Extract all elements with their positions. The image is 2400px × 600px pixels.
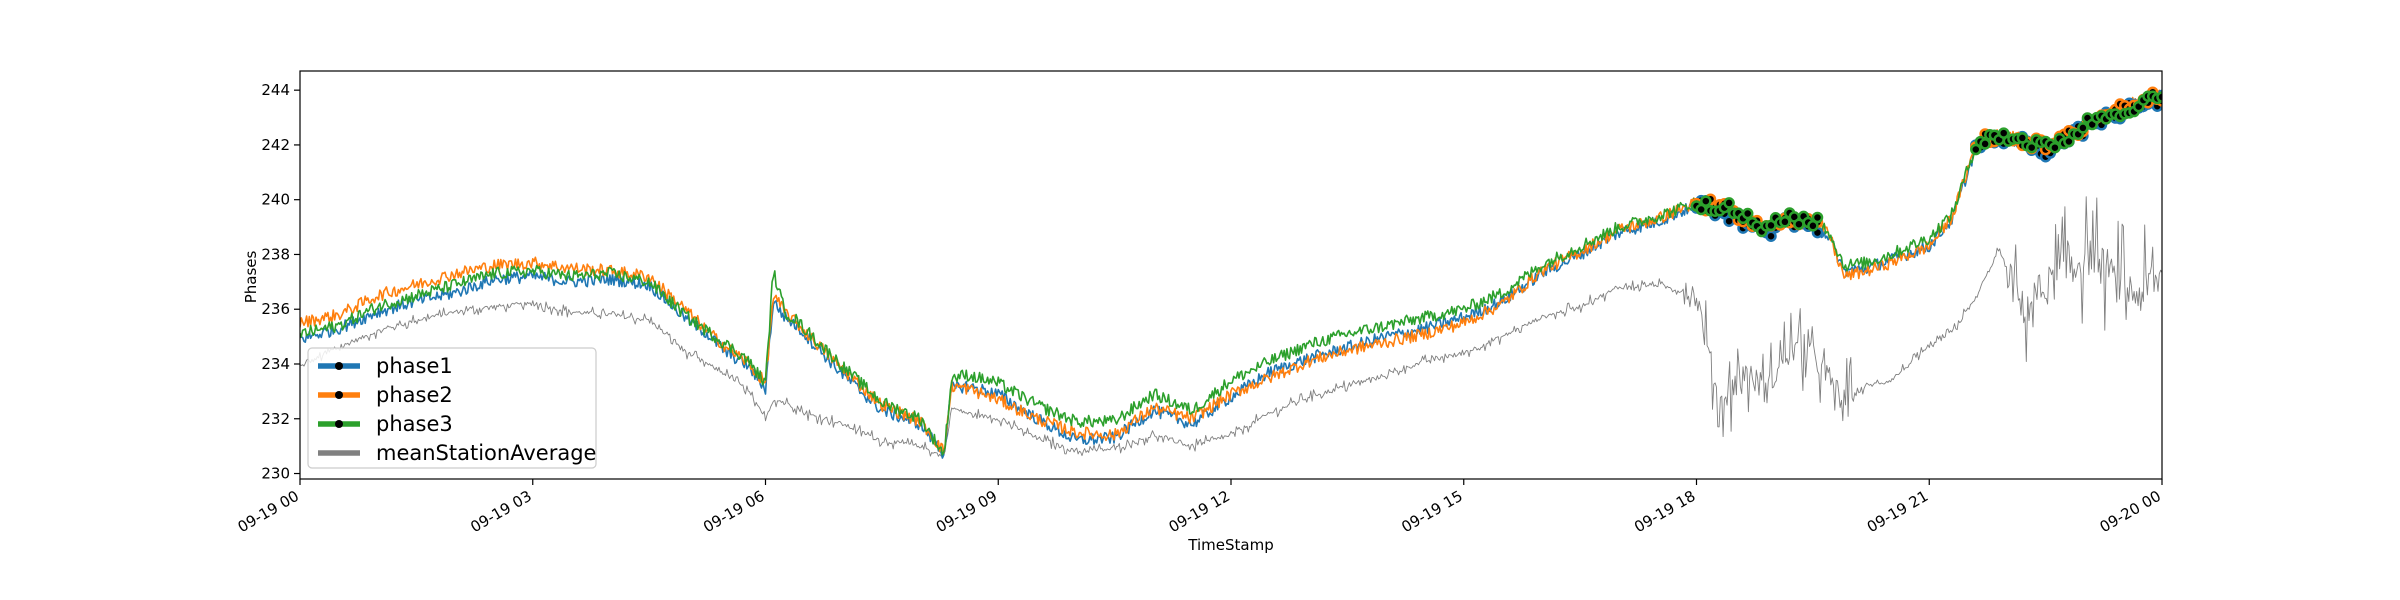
y-axis-label: Phases xyxy=(242,251,260,304)
y-axis: 230 232 234 236 238 240 242 244 xyxy=(261,81,300,483)
legend-label-meanStationAverage: meanStationAverage xyxy=(376,441,596,465)
anomaly-marker-layer xyxy=(1690,86,2162,242)
y-tick-label: 230 xyxy=(261,465,290,483)
legend-label-phase3: phase3 xyxy=(376,412,453,436)
anomaly-point-phase3 xyxy=(1811,211,1824,224)
x-tick-label: 09-20 00 xyxy=(2097,487,2164,536)
y-tick-label: 234 xyxy=(261,355,290,373)
anomaly-point-phase3 xyxy=(2049,141,2061,154)
legend-label-phase1: phase1 xyxy=(376,354,453,378)
x-tick-label: 09-19 21 xyxy=(1864,487,1931,536)
x-tick-label: 09-19 12 xyxy=(1166,487,1233,536)
anomaly-point-phase3 xyxy=(1997,127,2010,139)
anomaly-point-phase3 xyxy=(1807,220,1819,232)
anomaly-point-phase3 xyxy=(1970,143,1982,156)
anomaly-point-phase1 xyxy=(1765,230,1777,242)
anomaly-point-phase3 xyxy=(1741,207,1754,220)
x-axis: 09-19 00 09-19 03 09-19 06 09-19 09 09-19 12… xyxy=(235,479,2164,536)
y-tick-label: 236 xyxy=(261,300,290,318)
legend-marker-phase1 xyxy=(335,362,343,370)
anomaly-point-phase3 xyxy=(2156,91,2162,103)
legend-marker-phase3 xyxy=(335,420,343,428)
legend-label-phase2: phase2 xyxy=(376,383,453,407)
x-tick-label: 09-19 18 xyxy=(1631,487,1698,536)
anomaly-point-phase3 xyxy=(2077,122,2089,134)
series-line-phase3 xyxy=(300,94,2162,456)
x-tick-label: 09-19 15 xyxy=(1398,487,1465,536)
y-tick-label: 244 xyxy=(261,81,290,99)
series-line-phase1 xyxy=(300,97,2162,459)
anomaly-point-phase3 xyxy=(1700,195,1712,207)
y-tick-label: 232 xyxy=(261,410,290,428)
legend-marker-phase2 xyxy=(335,391,343,399)
x-tick-label: 09-19 00 xyxy=(235,487,302,536)
legend: phase1 phase2 phase3 meanStationAverage xyxy=(307,347,597,469)
series-layer xyxy=(300,89,2162,459)
anomaly-point-phase3 xyxy=(1979,138,1991,150)
x-tick-label: 09-19 09 xyxy=(933,487,1000,536)
anomaly-point-phase3 xyxy=(1723,197,1735,209)
series-line-phase2 xyxy=(300,89,2162,454)
x-tick-label: 09-19 03 xyxy=(467,487,534,536)
x-tick-label: 09-19 06 xyxy=(700,487,767,536)
y-tick-label: 238 xyxy=(261,245,290,263)
legend-box xyxy=(307,347,597,469)
x-axis-label: TimeStamp xyxy=(1187,536,1273,554)
y-tick-label: 242 xyxy=(261,136,290,154)
anomaly-point-phase3 xyxy=(1779,216,1791,228)
series-line-meanStationAverage xyxy=(300,196,2162,457)
y-tick-label: 240 xyxy=(261,191,290,209)
